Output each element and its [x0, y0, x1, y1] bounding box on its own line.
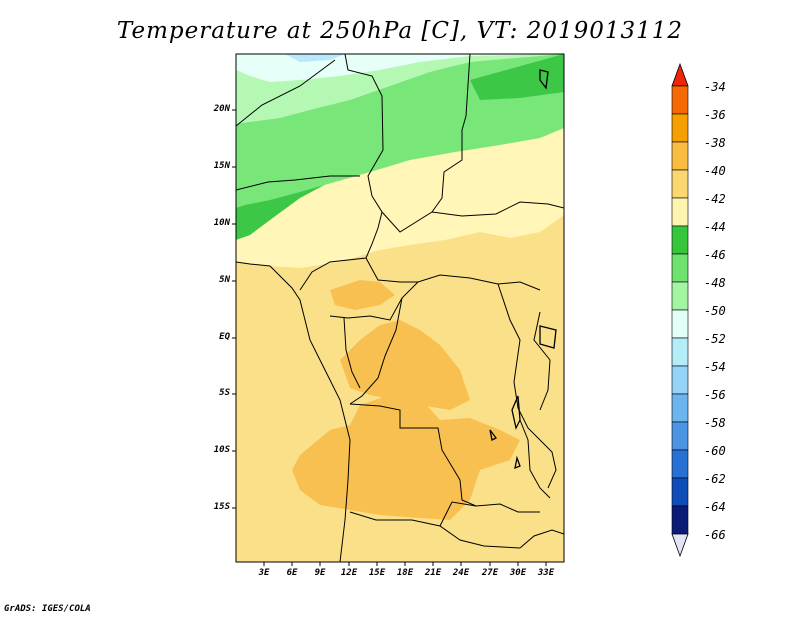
field-cyan [236, 54, 564, 82]
colorbar-label: -44 [704, 220, 726, 234]
colorbar-label: -52 [704, 332, 726, 346]
lon-label-30e: 30E [509, 568, 527, 578]
lon-label-21e: 21E [424, 568, 442, 578]
lon-label-6e: 6E [286, 568, 298, 578]
colorbar-label: -36 [704, 108, 726, 122]
lon-label-33e: 33E [537, 568, 555, 578]
lat-label-15s: 15S [213, 502, 230, 512]
footer-credit: GrADS: IGES/COLA [4, 604, 91, 614]
colorbar-label: -66 [704, 528, 726, 542]
lat-label-10s: 10S [213, 445, 230, 455]
field-blue-spot [285, 54, 345, 62]
field-orange-north [330, 280, 395, 310]
colorbar-label: -48 [704, 276, 726, 290]
colorbar-label: -64 [704, 500, 726, 514]
lat-label-10n: 10N [213, 218, 230, 228]
colorbar-label: -46 [704, 248, 726, 262]
lat-label-5n: 5N [219, 275, 230, 285]
colorbar-label: -58 [704, 416, 726, 430]
plot-frame [235, 53, 565, 563]
lat-label-5s: 5S [219, 388, 230, 398]
lat-label-15n: 15N [213, 161, 230, 171]
lon-label-9e: 9E [314, 568, 326, 578]
field-orange-center [340, 320, 470, 410]
lon-label-18e: 18E [396, 568, 414, 578]
lon-label-12e: 12E [340, 568, 358, 578]
colorbar-bottom-arrow [671, 533, 689, 558]
axis-ticks [232, 109, 547, 566]
colorbar-label: -42 [704, 192, 726, 206]
lat-label-20n: 20N [213, 104, 230, 114]
lakes [489, 69, 557, 470]
country-borders [236, 54, 564, 562]
colorbar-label: -54 [704, 360, 726, 374]
lat-label-eq: EQ [219, 332, 230, 342]
colorbar-label: -50 [704, 304, 726, 318]
colorbar-top-arrow [671, 62, 689, 87]
colorbar-label: -40 [704, 164, 726, 178]
field-orange-south [292, 395, 520, 520]
colorbar-label: -38 [704, 136, 726, 150]
colorbar [671, 62, 689, 558]
colorbar-label: -56 [704, 388, 726, 402]
colorbar-label: -60 [704, 444, 726, 458]
lon-label-27e: 27E [481, 568, 499, 578]
lon-label-3e: 3E [258, 568, 270, 578]
colorbar-label: -34 [704, 80, 726, 94]
colorbar-label: -62 [704, 472, 726, 486]
field-dark-green-ne [470, 54, 564, 100]
lon-label-15e: 15E [368, 568, 386, 578]
lon-label-24e: 24E [452, 568, 470, 578]
map-title: Temperature at 250hPa [C], VT: 201901311… [116, 18, 684, 44]
